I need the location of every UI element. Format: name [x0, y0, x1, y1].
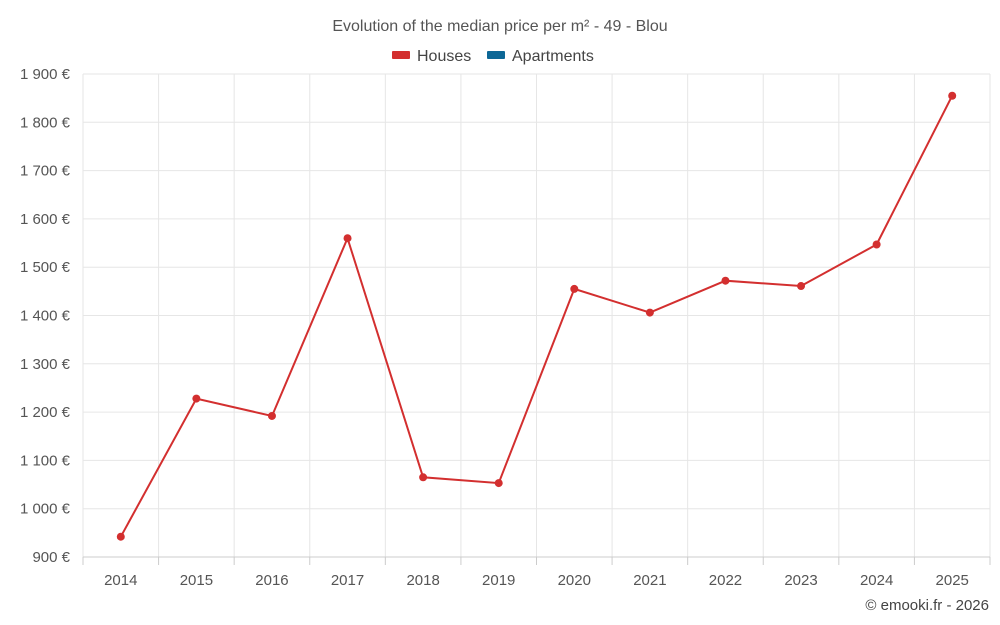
legend-label-apartments: Apartments	[512, 48, 594, 65]
y-tick-label: 1 000 €	[20, 501, 71, 518]
data-point-houses[interactable]	[192, 394, 201, 403]
legend-item-houses[interactable]: Houses	[392, 48, 471, 65]
x-tick-label: 2016	[255, 572, 288, 589]
y-tick-label: 1 500 €	[20, 259, 71, 276]
legend-item-apartments[interactable]: Apartments	[487, 48, 594, 65]
data-point-houses[interactable]	[267, 411, 276, 420]
y-axis-ticks: 900 € 1 000 € 1 100 € 1 200 € 1 300 € 1 400 €…	[20, 66, 71, 566]
y-tick-label: 1 200 €	[20, 404, 71, 421]
y-tick-label: 1 100 €	[20, 452, 71, 469]
x-tick-label: 2014	[104, 572, 137, 589]
chart-title: Evolution of the median price per m² - 4…	[332, 18, 667, 35]
data-point-houses[interactable]	[343, 234, 352, 243]
x-tick-label: 2019	[482, 572, 515, 589]
data-point-houses[interactable]	[570, 284, 579, 293]
x-tick-label: 2015	[180, 572, 213, 589]
data-point-houses[interactable]	[872, 240, 881, 249]
series	[116, 91, 957, 541]
data-point-houses[interactable]	[419, 473, 428, 482]
x-tick-label: 2018	[406, 572, 439, 589]
x-tick-label: 2021	[633, 572, 666, 589]
y-tick-label: 1 900 €	[20, 66, 71, 83]
x-tick-label: 2023	[784, 572, 817, 589]
y-tick-label: 900 €	[32, 549, 70, 566]
data-point-houses[interactable]	[948, 91, 957, 100]
data-point-houses[interactable]	[797, 282, 806, 291]
series-line-houses	[119, 95, 954, 538]
y-tick-label: 1 700 €	[20, 163, 71, 180]
grid	[82, 73, 991, 557]
y-tick-label: 1 800 €	[20, 114, 71, 131]
credit-text: © emooki.fr - 2026	[865, 597, 989, 614]
x-axis-ticks: 2014 2015 2016 2017 2018 2019 2020 2021 2022 2023…	[82, 557, 991, 589]
legend-swatch-apartments	[487, 51, 505, 59]
data-point-houses[interactable]	[645, 308, 654, 317]
legend-swatch-houses	[392, 51, 410, 59]
x-tick-label: 2022	[709, 572, 742, 589]
data-point-houses[interactable]	[721, 276, 730, 285]
data-point-houses[interactable]	[116, 532, 125, 541]
y-tick-label: 1 300 €	[20, 356, 71, 373]
x-tick-label: 2024	[860, 572, 893, 589]
x-tick-label: 2025	[936, 572, 969, 589]
legend-label-houses: Houses	[417, 48, 471, 65]
y-tick-label: 1 400 €	[20, 308, 71, 325]
y-tick-label: 1 600 €	[20, 211, 71, 228]
x-tick-label: 2017	[331, 572, 364, 589]
legend[interactable]: Houses Apartments	[392, 48, 594, 65]
x-tick-label: 2020	[558, 572, 591, 589]
data-point-houses[interactable]	[494, 479, 503, 488]
